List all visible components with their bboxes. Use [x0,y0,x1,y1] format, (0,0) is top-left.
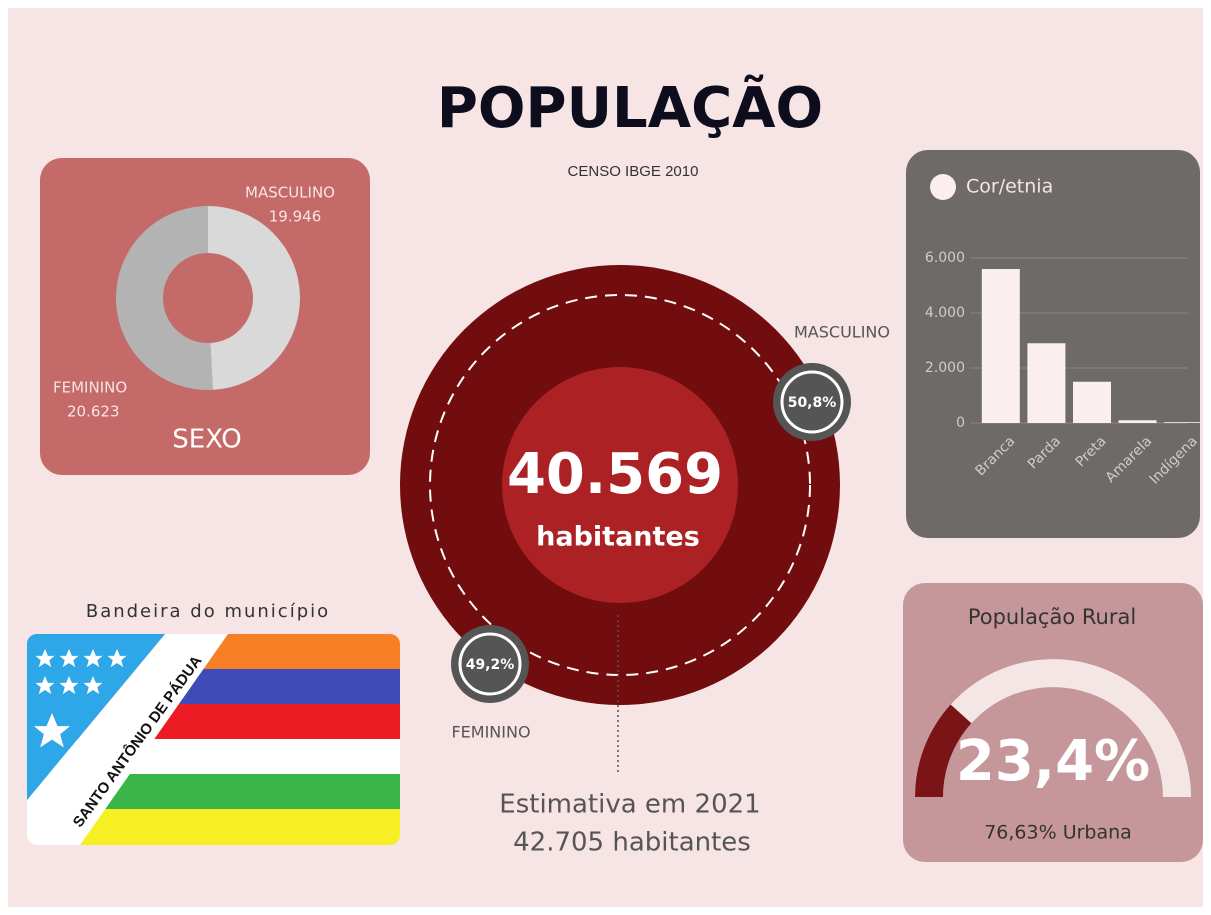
y-tick-label: 2.000 [925,360,965,376]
y-tick-label: 6.000 [925,250,965,266]
male-badge [773,363,851,441]
donut-title: SEXO [172,425,242,455]
inner-circle [502,367,738,603]
donut-segment [116,206,213,390]
rural-card [903,583,1203,862]
flag-label: Bandeira do município [86,601,330,622]
flag: SANTO ANTÔNIO DE PÁDUA [27,634,400,845]
donut-value: 19.946 [269,208,322,226]
donut-segment [208,206,301,390]
donut-value: 20.623 [67,403,120,421]
legend-swatch [930,174,956,200]
male-label: MASCULINO [794,323,890,342]
estimate: 42.705 habitantes [513,828,751,858]
bar [1118,420,1157,423]
bar [981,269,1020,423]
female-label: FEMININO [451,723,530,742]
male-badge-ring [780,370,844,434]
gauge-value [915,704,972,798]
flag-field [27,634,165,800]
bar [1164,422,1203,423]
sex-card [40,158,370,475]
legend-label: Cor/etnia [966,176,1053,198]
estimate-label: Estimativa em 2021 [499,790,760,820]
total: 40.569 [507,442,723,507]
female-badge-ring [458,632,522,696]
donut-label: MASCULINO [245,184,335,202]
bar [1027,343,1066,423]
bar [1073,381,1111,423]
y-tick-label: 4.000 [925,305,965,321]
y-tick-label: 0 [956,415,965,431]
subtitle: CENSO IBGE 2010 [568,163,699,180]
male-share: 50,8% [788,395,837,411]
gauge-title: População Rural [968,605,1136,629]
donut-label: FEMININO [53,379,127,397]
dashed-ring [429,294,811,676]
gauge-caption: 76,63% Urbana [984,822,1132,844]
female-share: 49,2% [466,657,515,673]
title: POPULAÇÃO [437,75,823,141]
total-unit: habitantes [536,522,700,553]
female-badge [451,625,529,703]
flag-band [27,634,228,845]
gauge-label: 23,4% [956,729,1150,794]
